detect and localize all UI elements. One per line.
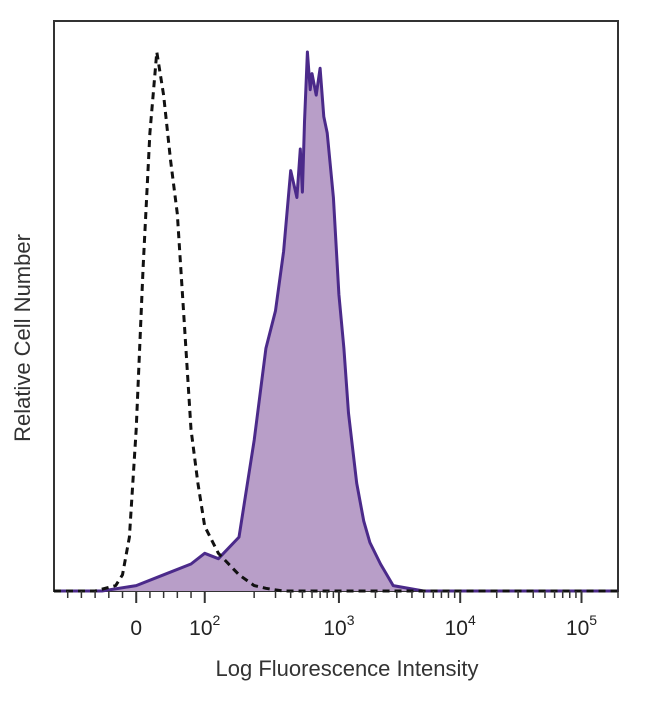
x-tick-label: 104: [445, 612, 476, 640]
x-tick-label: 105: [566, 612, 597, 640]
x-tick-label: 102: [189, 612, 220, 640]
x-tick-label: 0: [130, 617, 142, 640]
y-axis-label: Relative Cell Number: [10, 234, 35, 442]
x-tick-label: 103: [323, 612, 354, 640]
x-axis-label: Log Fluorescence Intensity: [216, 656, 479, 681]
series-layer: [54, 50, 618, 593]
control-histogram-dashed: [54, 50, 618, 593]
stained-histogram-fill: [54, 52, 618, 591]
stained-histogram-outline: [54, 50, 618, 593]
tick-layer: 0 102 103 104 105: [66, 591, 619, 640]
